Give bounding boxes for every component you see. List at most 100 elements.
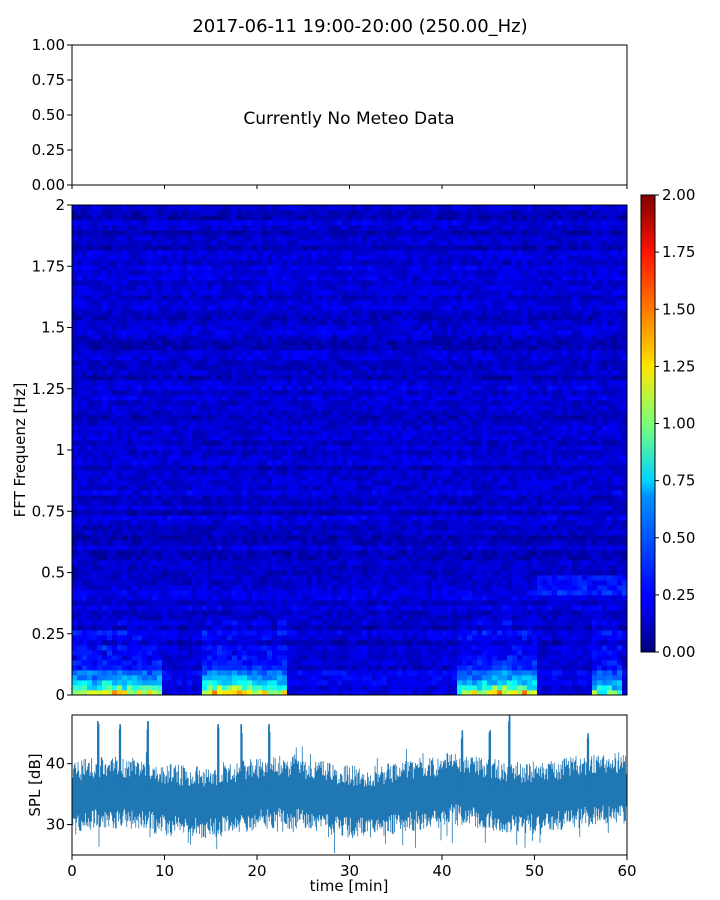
heatmap-cell xyxy=(197,620,203,626)
heatmap-cell xyxy=(272,395,278,401)
heatmap-cell xyxy=(287,660,293,666)
heatmap-cell xyxy=(72,295,78,301)
heatmap-cell xyxy=(312,620,318,626)
heatmap-cell xyxy=(292,250,298,256)
heatmap-cell xyxy=(292,580,298,586)
heatmap-cell xyxy=(167,240,173,246)
heatmap-cell xyxy=(277,350,283,356)
heatmap-cell xyxy=(77,690,83,696)
heatmap-cell xyxy=(92,335,98,341)
heatmap-cell xyxy=(317,405,323,411)
heatmap-cell xyxy=(242,610,248,616)
heatmap-cell xyxy=(222,220,228,226)
heatmap-cell xyxy=(177,635,183,641)
heatmap-cell xyxy=(292,575,298,581)
heatmap-cell xyxy=(227,205,233,211)
heatmap-cell xyxy=(202,445,208,451)
heatmap-cell xyxy=(302,495,308,501)
heatmap-cell xyxy=(232,400,238,406)
heatmap-cell xyxy=(242,420,248,426)
heatmap-cell xyxy=(72,515,78,521)
heatmap-cell xyxy=(122,685,128,691)
heatmap-cell xyxy=(92,650,98,656)
heatmap-cell xyxy=(117,465,123,471)
heatmap-cell xyxy=(187,585,193,591)
heatmap-cell xyxy=(227,475,233,481)
heatmap-cell xyxy=(102,405,108,411)
heatmap-cell xyxy=(172,485,178,491)
heatmap-cell xyxy=(137,595,143,601)
heatmap-cell xyxy=(232,530,238,536)
heatmap-cell xyxy=(217,350,223,356)
heatmap-cell xyxy=(302,240,308,246)
heatmap-cell xyxy=(227,250,233,256)
heatmap-cell xyxy=(312,550,318,556)
heatmap-cell xyxy=(132,310,138,316)
heatmap-cell xyxy=(197,595,203,601)
heatmap-cell xyxy=(202,570,208,576)
heatmap-cell xyxy=(257,215,263,221)
heatmap-cell xyxy=(147,220,153,226)
heatmap-cell xyxy=(317,440,323,446)
heatmap-cell xyxy=(262,685,268,691)
heatmap-cell xyxy=(137,205,143,211)
heatmap-cell xyxy=(202,485,208,491)
heatmap-cell xyxy=(127,450,133,456)
heatmap-cell xyxy=(192,665,198,671)
heatmap-cell xyxy=(117,345,123,351)
heatmap-cell xyxy=(132,260,138,266)
heatmap-cell xyxy=(227,595,233,601)
heatmap-cell xyxy=(162,500,168,506)
heatmap-cell xyxy=(282,565,288,571)
heatmap-cell xyxy=(227,265,233,271)
heatmap-cell xyxy=(312,465,318,471)
heatmap-cell xyxy=(312,480,318,486)
heatmap-cell xyxy=(317,475,323,481)
heatmap-cell xyxy=(262,675,268,681)
heatmap-cell xyxy=(242,230,248,236)
heatmap-cell xyxy=(157,670,163,676)
heatmap-cell xyxy=(272,630,278,636)
heatmap-cell xyxy=(312,335,318,341)
heatmap-cell xyxy=(242,550,248,556)
heatmap-cell xyxy=(102,270,108,276)
heatmap-cell xyxy=(77,555,83,561)
heatmap-cell xyxy=(172,550,178,556)
heatmap-cell xyxy=(262,650,268,656)
heatmap-cell xyxy=(307,210,313,216)
heatmap-cell xyxy=(137,575,143,581)
heatmap-cell xyxy=(232,265,238,271)
heatmap-cell xyxy=(272,410,278,416)
heatmap-cell xyxy=(182,300,188,306)
heatmap-cell xyxy=(217,455,223,461)
heatmap-cell xyxy=(257,250,263,256)
heatmap-cell xyxy=(237,450,243,456)
heatmap-cell xyxy=(237,265,243,271)
heatmap-cell xyxy=(192,625,198,631)
heatmap-cell xyxy=(322,460,328,466)
heatmap-cell xyxy=(162,225,168,231)
heatmap-cell xyxy=(77,450,83,456)
heatmap-cell xyxy=(157,210,163,216)
heatmap-cell xyxy=(172,525,178,531)
heatmap-cell xyxy=(287,205,293,211)
heatmap-cell xyxy=(207,430,213,436)
heatmap-cell xyxy=(312,375,318,381)
heatmap-cell xyxy=(172,690,178,696)
heatmap-cell xyxy=(152,460,158,466)
heatmap-cell xyxy=(182,425,188,431)
heatmap-cell xyxy=(192,400,198,406)
heatmap-cell xyxy=(172,645,178,651)
heatmap-cell xyxy=(237,645,243,651)
heatmap-cell xyxy=(197,435,203,441)
heatmap-cell xyxy=(222,580,228,586)
heatmap-cell xyxy=(117,330,123,336)
heatmap-cell xyxy=(137,220,143,226)
heatmap-cell xyxy=(282,555,288,561)
heatmap-cell xyxy=(192,370,198,376)
heatmap-cell xyxy=(182,430,188,436)
heatmap-cell xyxy=(97,580,103,586)
heatmap-cell xyxy=(127,555,133,561)
heatmap-cell xyxy=(307,250,313,256)
heatmap-cell xyxy=(82,260,88,266)
